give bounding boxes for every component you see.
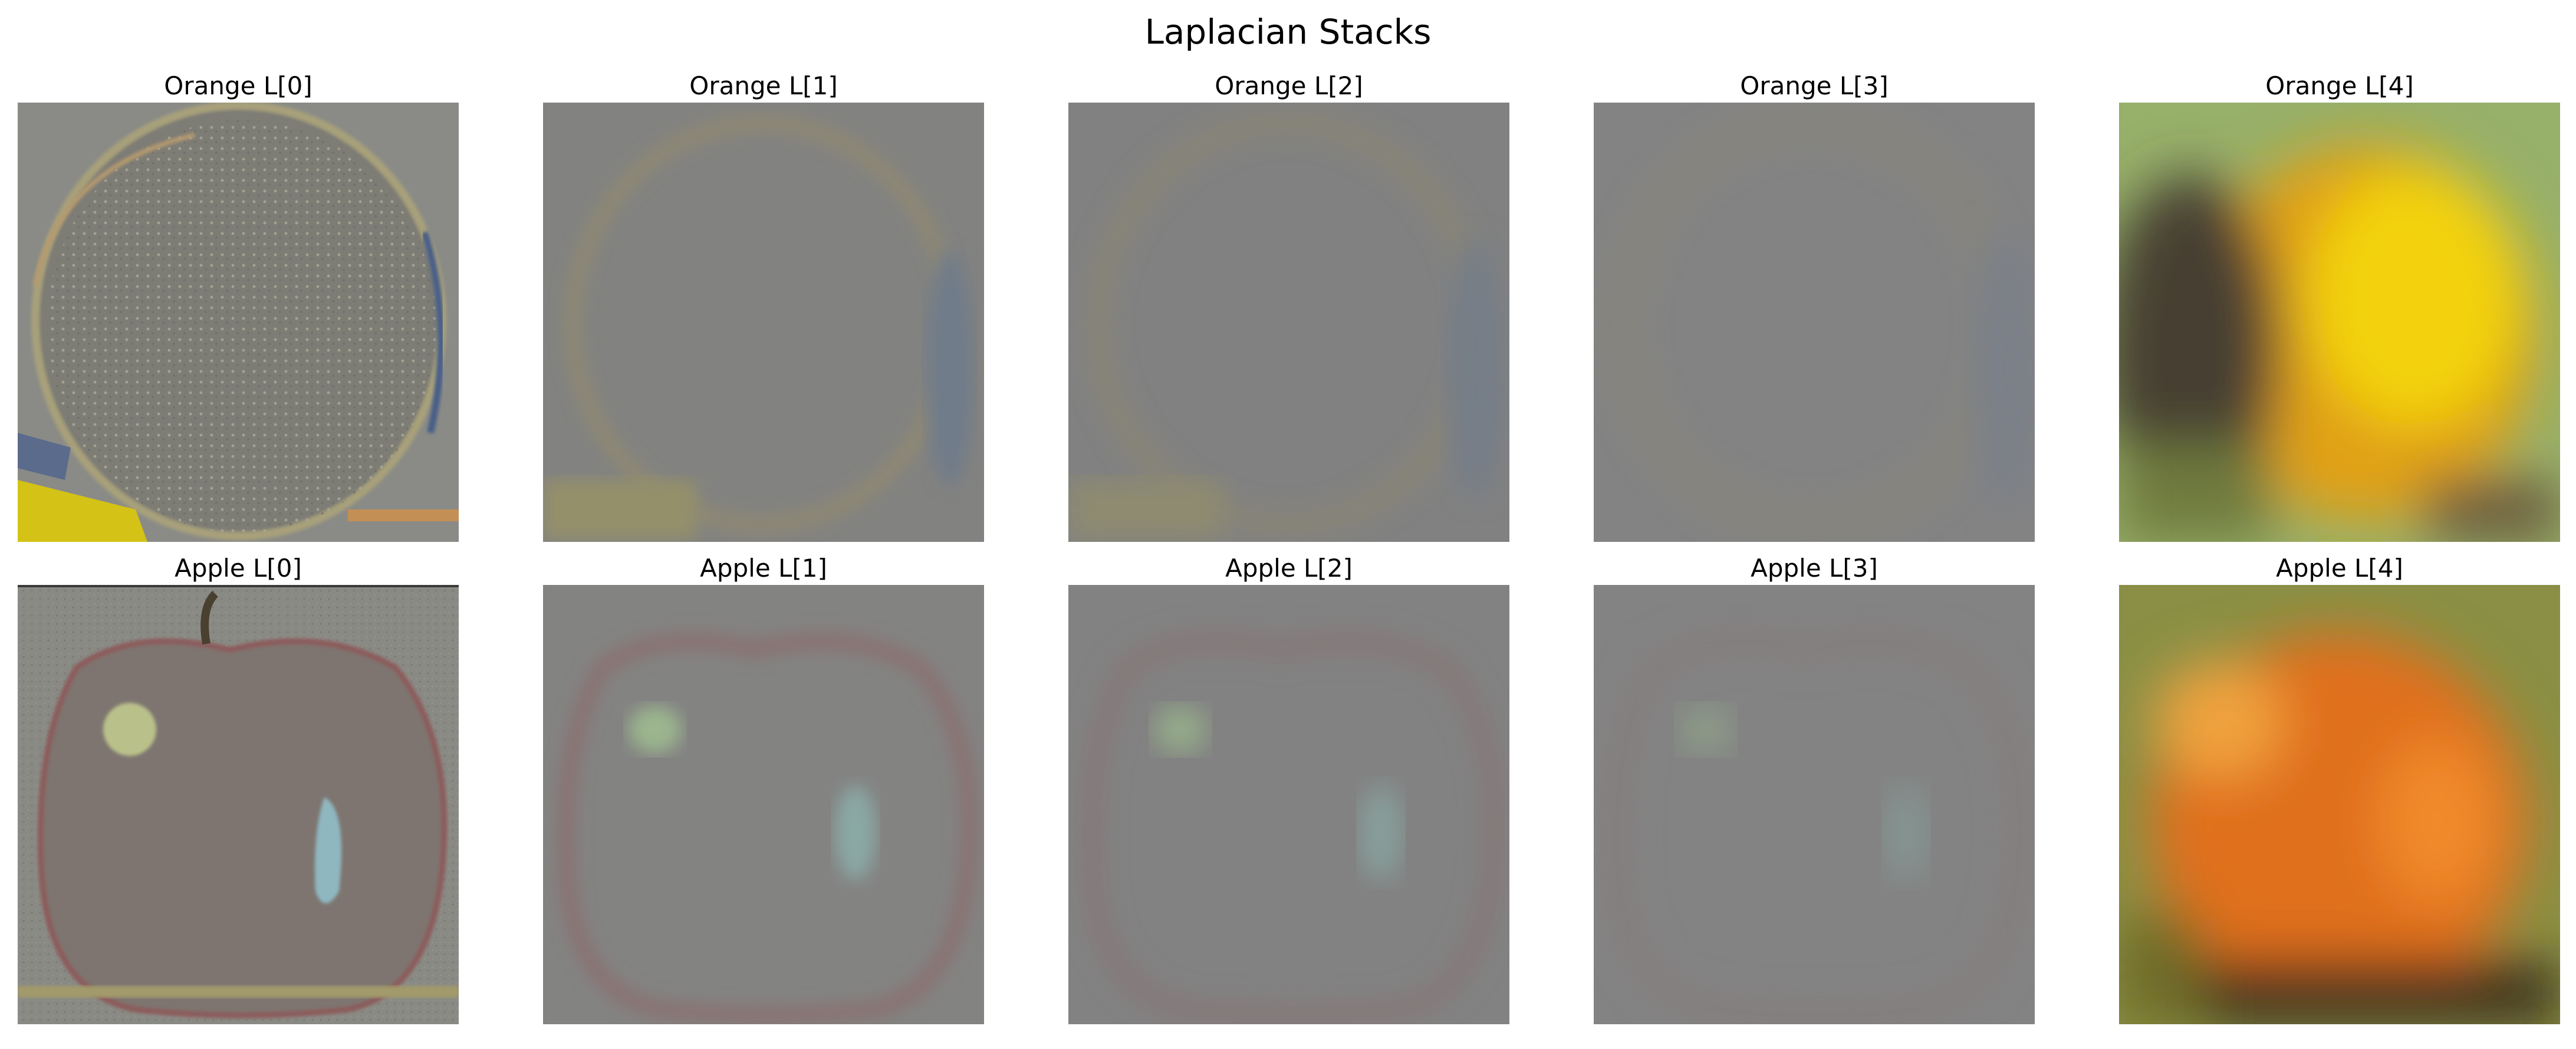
panel-orange-l0: Orange L[0] (18, 70, 459, 542)
panel-orange-l4: Orange L[4] (2119, 70, 2560, 542)
panel-title: Apple L[0] (175, 554, 302, 583)
panel-image-apple-l1 (543, 585, 984, 1024)
panel-title: Apple L[1] (700, 554, 827, 583)
panel-image-orange-l4 (2119, 103, 2560, 542)
panel-image-orange-l1 (543, 103, 984, 542)
panel-title: Orange L[4] (2265, 71, 2414, 100)
panel-image-orange-l3 (1594, 103, 2035, 542)
panel-orange-l1: Orange L[1] (543, 70, 984, 542)
panel-title: Apple L[2] (1225, 554, 1353, 583)
panel-image-apple-l0 (18, 585, 459, 1024)
panel-apple-l1: Apple L[1] (543, 552, 984, 1024)
figure-title: Laplacian Stacks (1144, 12, 1432, 52)
panel-title: Orange L[1] (689, 71, 838, 100)
panel-title: Apple L[3] (1751, 554, 1878, 583)
panel-title: Apple L[4] (2276, 554, 2403, 583)
panel-orange-l2: Orange L[2] (1068, 70, 1509, 542)
panel-image-orange-l0 (18, 103, 459, 542)
panel-title: Orange L[0] (164, 71, 312, 100)
panel-image-orange-l2 (1068, 103, 1509, 542)
panel-title: Orange L[3] (1740, 71, 1889, 100)
panel-apple-l3: Apple L[3] (1594, 552, 2035, 1024)
panel-apple-l2: Apple L[2] (1068, 552, 1509, 1024)
panel-orange-l3: Orange L[3] (1594, 70, 2035, 542)
panel-title: Orange L[2] (1215, 71, 1363, 100)
panel-apple-l0: Apple L[0] (18, 552, 459, 1024)
panel-image-apple-l3 (1594, 585, 2035, 1024)
panel-apple-l4: Apple L[4] (2119, 552, 2560, 1024)
panel-image-apple-l4 (2119, 585, 2560, 1024)
panel-image-apple-l2 (1068, 585, 1509, 1024)
